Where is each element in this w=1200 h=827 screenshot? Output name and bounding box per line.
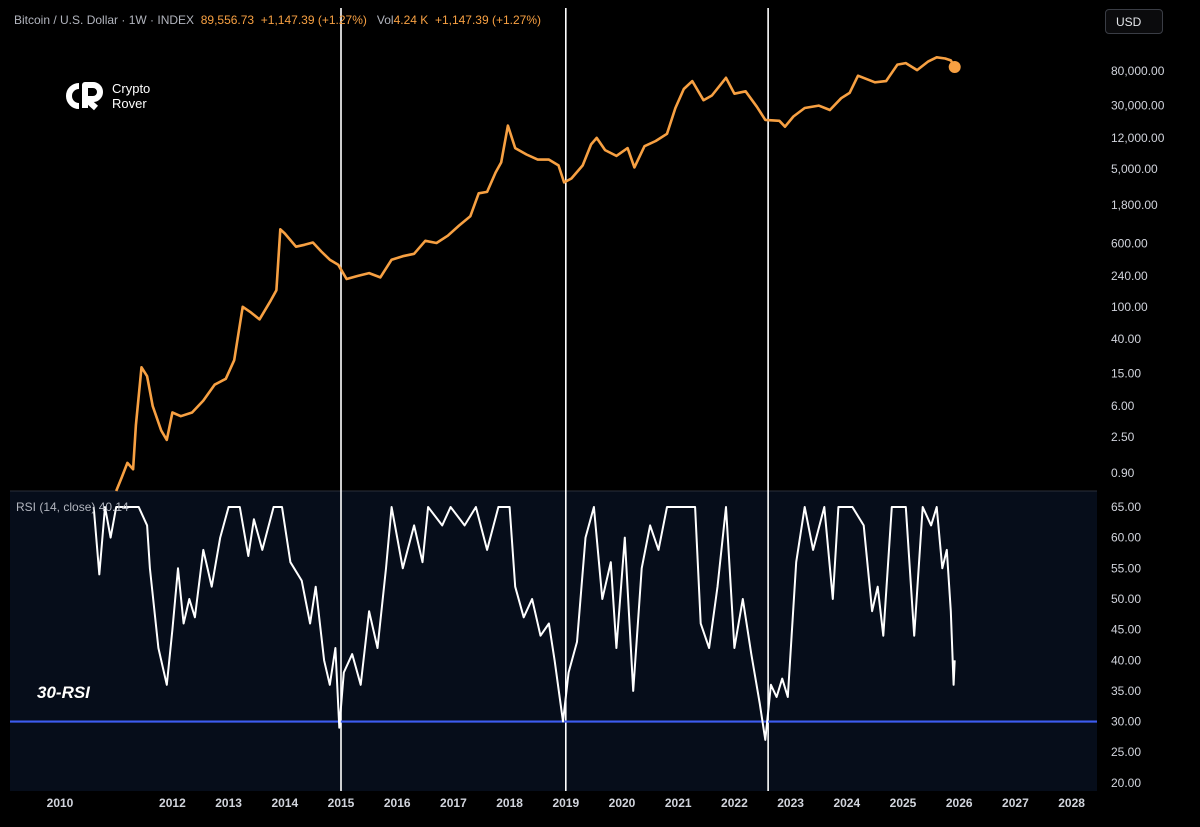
time-tick-label-3: 2014 bbox=[271, 796, 298, 810]
rsi-tick-label-6: 35.00 bbox=[1111, 684, 1141, 698]
price-tick-label-8: 40.00 bbox=[1111, 332, 1141, 346]
time-tick-label-13: 2024 bbox=[833, 796, 860, 810]
volume-change: +1,147.39 (+1.27%) bbox=[434, 13, 542, 27]
currency-button[interactable]: USD bbox=[1105, 9, 1163, 34]
price-series bbox=[114, 56, 961, 492]
vertical-markers bbox=[340, 8, 769, 791]
price-tick-label-6: 240.00 bbox=[1111, 269, 1148, 283]
rsi-pane-background bbox=[10, 491, 1097, 791]
time-tick-label-10: 2021 bbox=[665, 796, 692, 810]
rsi-legend-name: RSI (14, close) bbox=[16, 500, 96, 514]
time-tick-label-12: 2023 bbox=[777, 796, 804, 810]
price-tick-label-9: 15.00 bbox=[1111, 367, 1141, 381]
rsi-axis: 65.00 60.00 55.00 50.00 45.00 40.00 35.00 30.00… bbox=[1111, 500, 1141, 790]
time-tick-label-11: 2022 bbox=[721, 796, 748, 810]
symbol-header: Bitcoin / U.S. Dollar · 1W · INDEX 89,55… bbox=[14, 13, 541, 27]
price-line bbox=[114, 56, 956, 492]
time-tick-label-6: 2017 bbox=[440, 796, 467, 810]
price-tick-label-12: 0.90 bbox=[1111, 466, 1135, 480]
time-tick-label-0: 2010 bbox=[47, 796, 74, 810]
symbol-name: Bitcoin / U.S. Dollar · 1W · INDEX bbox=[14, 13, 195, 27]
rsi-tick-label-1: 60.00 bbox=[1111, 531, 1141, 545]
rsi-tick-label-4: 45.00 bbox=[1111, 623, 1141, 637]
price-tick-label-1: 30,000.00 bbox=[1111, 99, 1165, 113]
time-tick-label-8: 2019 bbox=[552, 796, 579, 810]
last-price-dot bbox=[948, 61, 961, 74]
rsi-legend: RSI (14, close) 40.14 bbox=[16, 500, 129, 514]
rsi-tick-label-7: 30.00 bbox=[1111, 715, 1141, 729]
price-tick-label-4: 1,800.00 bbox=[1111, 198, 1158, 212]
time-tick-label-9: 2020 bbox=[609, 796, 636, 810]
price-tick-label-2: 12,000.00 bbox=[1111, 131, 1165, 145]
price-tick-label-5: 600.00 bbox=[1111, 237, 1148, 251]
time-tick-label-16: 2027 bbox=[1002, 796, 1029, 810]
crypto-rover-logo: Crypto Rover bbox=[62, 81, 150, 111]
rsi-series bbox=[92, 506, 956, 741]
time-axis: 2010 2012 2013 2014 2015 2016 2017 2018 2019 2020… bbox=[47, 796, 1086, 810]
crypto-rover-logo-icon bbox=[66, 82, 103, 111]
last-price: 89,556.73 bbox=[200, 13, 255, 27]
logo-line-2: Rover bbox=[112, 96, 147, 111]
time-tick-label-14: 2025 bbox=[890, 796, 917, 810]
rsi-legend-value: 40.14 bbox=[98, 500, 129, 514]
price-change: +1,147.39 (+1.27%) bbox=[260, 13, 367, 27]
volume-value: 4.24 K bbox=[393, 13, 429, 27]
time-tick-label-7: 2018 bbox=[496, 796, 523, 810]
price-tick-label-10: 6.00 bbox=[1111, 399, 1135, 413]
price-tick-label-11: 2.50 bbox=[1111, 430, 1135, 444]
rsi-tick-label-9: 20.00 bbox=[1111, 776, 1141, 790]
rsi-30-annotation: 30-RSI bbox=[37, 683, 90, 702]
rsi-tick-label-0: 65.00 bbox=[1111, 500, 1141, 514]
price-tick-label-3: 5,000.00 bbox=[1111, 162, 1158, 176]
time-tick-label-4: 2015 bbox=[328, 796, 355, 810]
rsi-tick-label-2: 55.00 bbox=[1111, 561, 1141, 575]
time-tick-label-15: 2026 bbox=[946, 796, 973, 810]
price-axis: 80,000.00 30,000.00 12,000.00 5,000.00 1,800… bbox=[1111, 64, 1165, 480]
price-tick-label-0: 80,000.00 bbox=[1111, 64, 1165, 78]
time-tick-label-1: 2012 bbox=[159, 796, 186, 810]
time-tick-label-5: 2016 bbox=[384, 796, 411, 810]
volume-label: Vol bbox=[376, 13, 394, 27]
rsi-tick-label-8: 25.00 bbox=[1111, 745, 1141, 759]
logo-line-1: Crypto bbox=[112, 81, 151, 96]
rsi-tick-label-5: 40.00 bbox=[1111, 653, 1141, 667]
price-tick-label-7: 100.00 bbox=[1111, 300, 1148, 314]
rsi-line bbox=[92, 506, 956, 741]
time-tick-label-2: 2013 bbox=[215, 796, 242, 810]
time-tick-label-17: 2028 bbox=[1058, 796, 1085, 810]
rsi-tick-label-3: 50.00 bbox=[1111, 592, 1141, 606]
